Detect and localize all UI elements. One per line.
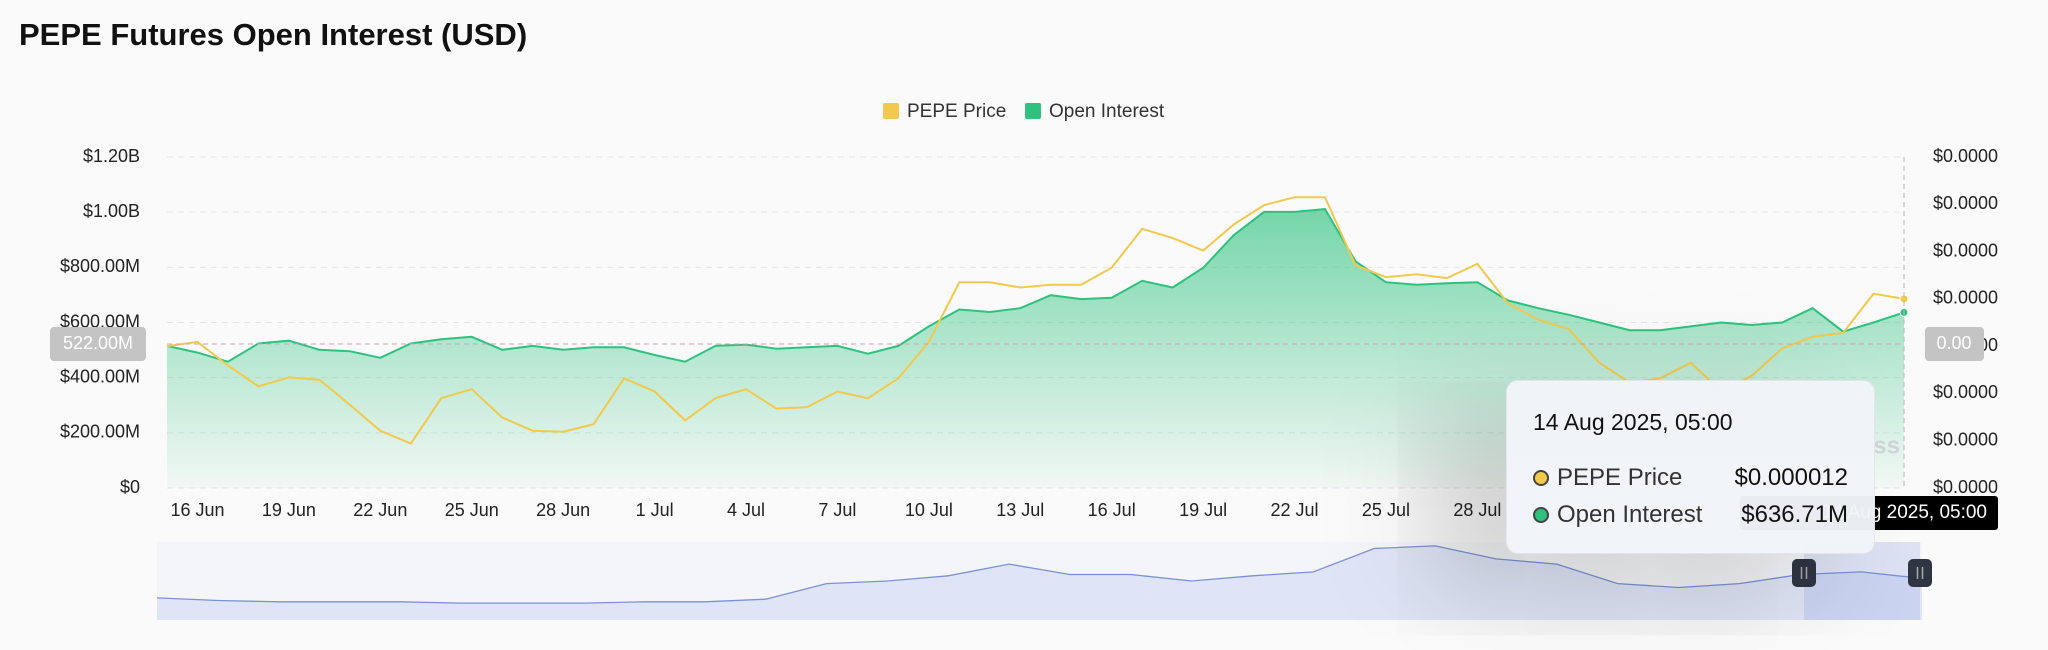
tooltip-value: $0.000012: [1734, 463, 1848, 491]
tooltip-dot: [1533, 469, 1549, 486]
oi-line: [166, 208, 1905, 363]
y2-tick-label: $0.0000: [1933, 429, 1998, 449]
x-tick-label: 1 Jul: [636, 500, 674, 520]
crosshair-y-box: [50, 327, 146, 362]
y2-tick-label: $0.0000: [1933, 288, 1998, 308]
overview-area: [157, 545, 1922, 620]
x-tick-label: 28 Jun: [536, 500, 590, 520]
overview-line: [156, 545, 1923, 604]
legend-label: PEPE Price: [907, 101, 1006, 122]
tooltip-title: 14 Aug 2025, 05:00: [1533, 409, 1733, 435]
chart-title: PEPE Futures Open Interest (USD): [19, 17, 527, 52]
y-tick-label: $0: [120, 477, 140, 497]
tooltip-value: $636.71M: [1741, 500, 1848, 528]
tooltip-row: Open Interest $636.71M: [1533, 496, 1848, 533]
x-tick-label: 19 Jul: [1179, 500, 1227, 520]
y2-tick-label: $0.0000: [1933, 193, 1998, 213]
x-tick-label: 28 Jul: [1453, 500, 1501, 520]
crosshair-y-label: 522.00M: [63, 333, 133, 353]
y-tick-label: $1.00B: [83, 201, 140, 221]
y-tick-label: $1.20B: [83, 146, 140, 166]
x-tick-label: 22 Jul: [1271, 500, 1319, 520]
x-tick-label: 7 Jul: [818, 500, 856, 520]
oi-area: [167, 209, 1904, 488]
y2-tick-label: $0.0000: [1933, 146, 1998, 166]
tooltip-dot: [1533, 506, 1549, 523]
y-tick-label: $200.00M: [60, 422, 140, 442]
y2-tick-label: $0.0000: [1933, 240, 1998, 260]
tooltip-row: PEPE Price $0.000012: [1533, 459, 1848, 496]
slider-handle[interactable]: [1908, 559, 1932, 587]
y-tick-label: $600.00M: [60, 311, 140, 331]
tooltip: 14 Aug 2025, 05:00 PEPE Price $0.000012 …: [1506, 380, 1875, 554]
y2-tick-label: $0.0000: [1933, 382, 1998, 402]
legend-swatch: [883, 103, 899, 119]
slider-window: [1804, 542, 1920, 620]
x-tick-label: 4 Jul: [727, 500, 765, 520]
tooltip-series-name: PEPE Price: [1557, 463, 1683, 491]
y-tick-label: $800.00M: [60, 256, 140, 276]
legend-label: Open Interest: [1049, 101, 1165, 122]
x-tick-label: 13 Jul: [996, 500, 1044, 520]
x-tick-label: 25 Jun: [445, 500, 499, 520]
legend-swatch: [1025, 103, 1041, 119]
x-tick-label: 22 Jun: [353, 500, 407, 520]
crosshair-y2-box: [1925, 327, 1984, 362]
y2-tick-label: $0.0000: [1933, 477, 1998, 497]
slider-handle[interactable]: [1792, 559, 1816, 587]
x-tick-label: 16 Jul: [1088, 500, 1136, 520]
y-tick-label: $400.00M: [60, 366, 140, 386]
crosshair-y2-label: 0.00: [1936, 333, 1971, 353]
x-tick-label: 10 Jul: [905, 500, 953, 520]
x-tick-label: 16 Jun: [170, 500, 224, 520]
x-tick-label: 25 Jul: [1362, 500, 1410, 520]
tooltip-series-name: Open Interest: [1557, 500, 1703, 528]
price-line: [166, 196, 1905, 445]
x-tick-label: 19 Jun: [262, 500, 316, 520]
